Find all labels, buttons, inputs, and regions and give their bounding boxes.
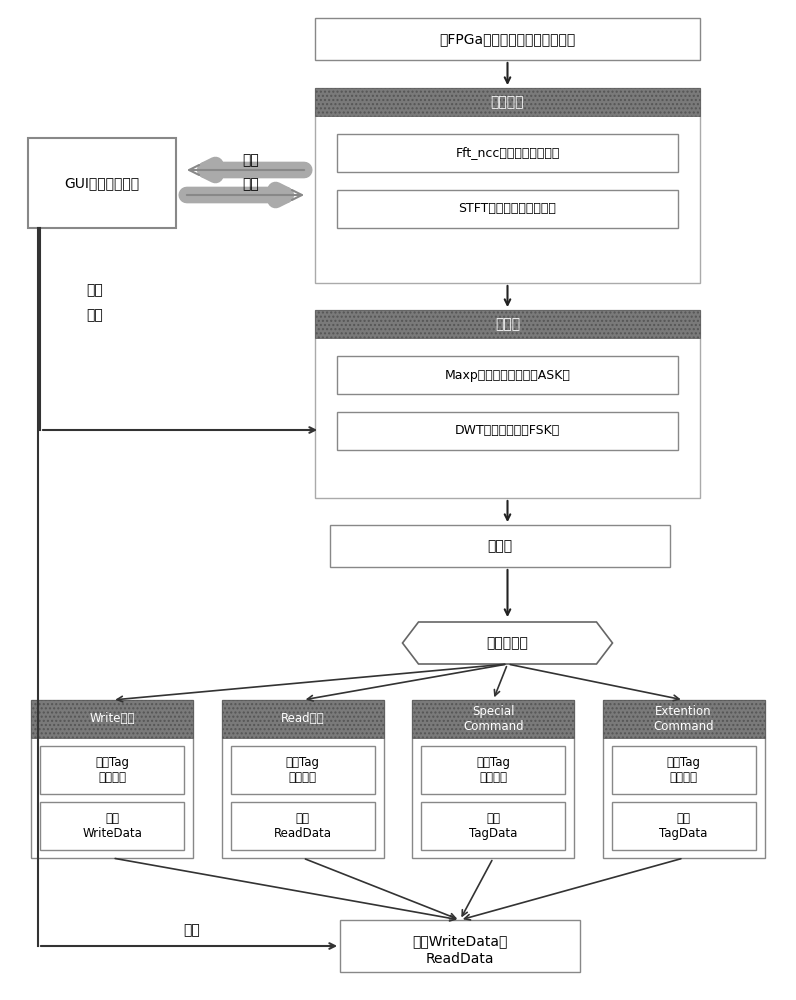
Bar [222,700,384,738]
Text: Write指令: Write指令 [90,712,135,726]
Bar [337,134,678,172]
Text: 翻译
TagData: 翻译 TagData [469,812,517,840]
Bar [611,802,755,850]
Bar [412,700,574,858]
Bar [603,700,765,858]
Text: STFT（短时傅里叶变换）: STFT（短时傅里叶变换） [458,202,556,216]
Text: 从FPGa硬件上采集来的基带信号: 从FPGa硬件上采集来的基带信号 [439,32,576,46]
Text: Fft_ncc（归一化互相关）: Fft_ncc（归一化互相关） [455,146,560,159]
Text: 解析Tag
确认信号: 解析Tag 确认信号 [96,756,130,784]
Text: 配置: 配置 [242,153,259,167]
Bar [421,746,565,794]
Bar [603,700,765,738]
Text: 解析Tag
确认信号: 解析Tag 确认信号 [666,756,700,784]
Text: Maxp（最大功率法解调ASK）: Maxp（最大功率法解调ASK） [444,368,571,381]
Bar [421,802,565,850]
Text: 显示: 显示 [242,178,259,192]
Bar [41,802,185,850]
Bar [28,138,176,228]
Text: 翻译
ReadData: 翻译 ReadData [274,812,332,840]
Bar [315,88,700,116]
Polygon shape [403,622,612,664]
Bar [340,920,580,972]
Text: Extention
Command: Extention Command [654,705,714,733]
Text: 解码器: 解码器 [487,539,513,553]
Text: 显示: 显示 [184,923,201,937]
Bar [31,700,193,858]
Text: 解析WriteData和: 解析WriteData和 [412,934,508,948]
Bar [222,700,384,858]
Text: 信号处理: 信号处理 [491,95,525,109]
Bar [315,88,700,283]
Text: Read指令: Read指令 [281,712,325,726]
Text: ReadData: ReadData [426,952,494,966]
Bar [315,18,700,60]
Text: DWT（小变换解调FSK）: DWT（小变换解调FSK） [455,424,560,438]
Bar [337,190,678,228]
Bar [412,700,574,738]
Bar [31,700,193,738]
Text: 显示: 显示 [87,308,103,322]
Text: GUI显示控制界面: GUI显示控制界面 [64,176,139,190]
Text: 帧处理模块: 帧处理模块 [486,636,529,650]
Text: 配置: 配置 [87,283,103,297]
Bar [231,802,375,850]
Text: 解析Tag
确认信号: 解析Tag 确认信号 [476,756,510,784]
Bar [330,525,670,567]
Text: 解调器: 解调器 [495,317,520,331]
Bar [315,310,700,498]
Bar [231,746,375,794]
Bar [315,310,700,338]
Text: Special
Command: Special Command [463,705,524,733]
Bar [611,746,755,794]
Bar [337,412,678,450]
Bar [41,746,185,794]
Text: 翻译
WriteData: 翻译 WriteData [83,812,142,840]
Text: 解析Tag
确认信号: 解析Tag 确认信号 [286,756,320,784]
Bar [337,356,678,394]
Text: 翻译
TagData: 翻译 TagData [659,812,708,840]
